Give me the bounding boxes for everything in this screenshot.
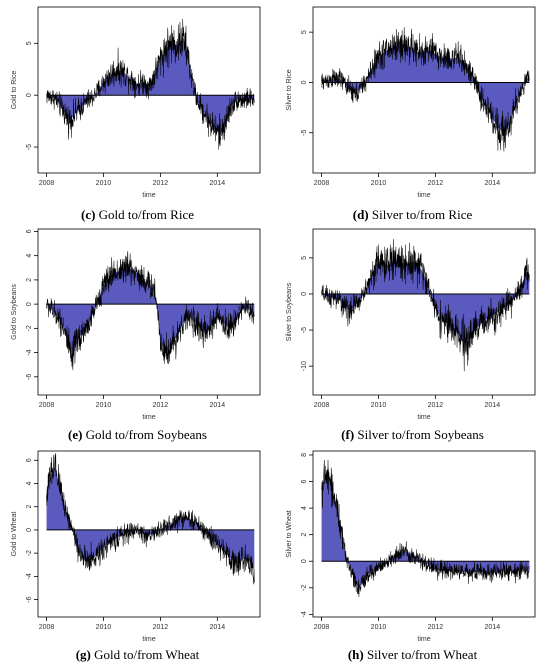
x-axis-title: time xyxy=(417,414,430,421)
x-tick-label: 2008 xyxy=(39,180,55,187)
x-tick-label: 2008 xyxy=(314,624,330,631)
y-tick-label: 0 xyxy=(301,559,308,563)
chart-gold-rice: 2008 2010 2012 2014 -5 0 5 time Gold to Rice xyxy=(11,6,261,199)
y-tick-label: -4 xyxy=(301,611,308,617)
x-tick-label: 2010 xyxy=(96,624,112,631)
y-axis-title: Gold to Rice xyxy=(11,71,18,110)
y-tick-label: -2 xyxy=(26,550,33,556)
y-tick-label: 2 xyxy=(26,278,33,282)
x-axis-title: time xyxy=(142,636,155,643)
y-tick-label: -5 xyxy=(301,130,308,136)
y-tick-label: -5 xyxy=(301,327,308,333)
y-tick-label: 0 xyxy=(26,93,33,97)
x-tick-label: 2014 xyxy=(210,180,226,187)
caption-c: (c) Gold to/from Rice xyxy=(80,207,194,222)
panel-h: 2008 2010 2012 2014 -4 -2 0 2 4 6 8 time Silver to W… xyxy=(275,444,550,665)
x-axis-title: time xyxy=(417,636,430,643)
y-tick-label: 2 xyxy=(301,533,308,537)
y-tick-label: -5 xyxy=(26,144,33,150)
plot-frame xyxy=(37,450,261,618)
plot-frame xyxy=(312,228,536,396)
x-tick-label: 2008 xyxy=(314,180,330,187)
caption-e: (e) Gold to/from Soybeans xyxy=(67,427,207,442)
y-tick-label: -6 xyxy=(26,596,33,602)
caption-f: (f) Silver to/from Soybeans xyxy=(341,427,484,442)
panel-e: 2008 2010 2012 2014 -6 -4 -2 0 2 4 6 time Gold to So… xyxy=(0,222,275,444)
plot-frame xyxy=(312,450,536,618)
x-tick-label: 2010 xyxy=(96,180,112,187)
x-tick-label: 2014 xyxy=(485,402,501,409)
x-tick-label: 2012 xyxy=(153,402,169,409)
y-tick-label: 2 xyxy=(26,505,33,509)
panel-g: 2008 2010 2012 2014 -6 -4 -2 0 2 4 6 time Gold to Wh… xyxy=(0,444,275,665)
x-tick-label: 2012 xyxy=(428,180,444,187)
y-tick-label: 5 xyxy=(301,30,308,34)
panel-c: 2008 2010 2012 2014 -5 0 5 time Gold to Rice (c)… xyxy=(0,0,275,222)
series-line xyxy=(46,18,255,150)
y-tick-label: -10 xyxy=(301,361,308,371)
x-axis-title: time xyxy=(417,192,430,199)
y-tick-label: 4 xyxy=(301,506,308,510)
y-tick-label: -2 xyxy=(26,325,33,331)
x-tick-label: 2010 xyxy=(371,624,387,631)
y-axis-title: Silver to Soybeans xyxy=(286,282,293,341)
x-tick-label: 2012 xyxy=(428,624,444,631)
chart-gold-soybeans: 2008 2010 2012 2014 -6 -4 -2 0 2 4 6 time Gold to So… xyxy=(11,228,261,421)
plot-frame xyxy=(37,228,261,396)
x-tick-label: 2010 xyxy=(371,180,387,187)
area-fill xyxy=(321,259,530,345)
x-tick-label: 2010 xyxy=(371,402,387,409)
x-tick-label: 2012 xyxy=(153,180,169,187)
chart-gold-wheat: 2008 2010 2012 2014 -6 -4 -2 0 2 4 6 time Gold to Wh… xyxy=(11,450,261,643)
x-tick-label: 2012 xyxy=(428,402,444,409)
chart-silver-soybeans: 2008 2010 2012 2014 -10 -5 0 5 time Silver to Soy… xyxy=(286,228,536,421)
y-tick-label: -6 xyxy=(26,374,33,380)
chart-silver-wheat: 2008 2010 2012 2014 -4 -2 0 2 4 6 8 time Silver to W… xyxy=(286,450,536,643)
y-axis-title: Silver to Wheat xyxy=(286,510,293,558)
y-tick-label: 0 xyxy=(26,528,33,532)
x-tick-label: 2014 xyxy=(485,180,501,187)
y-tick-label: -4 xyxy=(26,349,33,355)
panel-d: 2008 2010 2012 2014 -5 0 5 time Silver to Rice (… xyxy=(275,0,550,222)
y-tick-label: 6 xyxy=(301,479,308,483)
y-tick-label: 0 xyxy=(26,302,33,306)
x-tick-label: 2014 xyxy=(210,402,226,409)
x-tick-label: 2012 xyxy=(153,624,169,631)
y-axis-title: Gold to Wheat xyxy=(11,512,18,557)
y-tick-label: 6 xyxy=(26,458,33,462)
x-tick-label: 2008 xyxy=(314,402,330,409)
y-tick-label: 0 xyxy=(301,80,308,84)
y-tick-label: 5 xyxy=(301,256,308,260)
y-tick-label: 4 xyxy=(26,254,33,258)
y-axis-title: Gold to Soybeans xyxy=(11,284,18,340)
plot-frame xyxy=(37,6,261,174)
series-line xyxy=(321,27,530,152)
y-tick-label: 4 xyxy=(26,481,33,485)
y-tick-label: 6 xyxy=(26,229,33,233)
plot-frame xyxy=(312,6,536,174)
caption-h: (h) Silver to/from Wheat xyxy=(347,647,478,662)
y-tick-label: 0 xyxy=(301,292,308,296)
x-tick-label: 2014 xyxy=(485,624,501,631)
x-axis-title: time xyxy=(142,414,155,421)
series-line xyxy=(46,251,255,371)
y-tick-label: 8 xyxy=(301,453,308,457)
y-tick-label: -4 xyxy=(26,573,33,579)
caption-d: (d) Silver to/from Rice xyxy=(352,207,473,222)
caption-g: (g) Gold to/from Wheat xyxy=(75,647,200,662)
y-tick-label: 5 xyxy=(26,41,33,45)
chart-silver-rice: 2008 2010 2012 2014 -5 0 5 time Silver to Rice xyxy=(286,6,536,199)
area-fill xyxy=(46,469,255,571)
y-axis-title: Silver to Rice xyxy=(286,69,293,110)
series-line xyxy=(321,459,530,597)
panel-f: 2008 2010 2012 2014 -10 -5 0 5 time Silver to Soy… xyxy=(275,222,550,444)
series-line xyxy=(46,453,255,585)
x-axis-title: time xyxy=(142,192,155,199)
y-tick-label: -2 xyxy=(301,585,308,591)
x-tick-label: 2010 xyxy=(96,402,112,409)
x-tick-label: 2008 xyxy=(39,402,55,409)
series-line xyxy=(321,238,530,372)
x-tick-label: 2014 xyxy=(210,624,226,631)
x-tick-label: 2008 xyxy=(39,624,55,631)
